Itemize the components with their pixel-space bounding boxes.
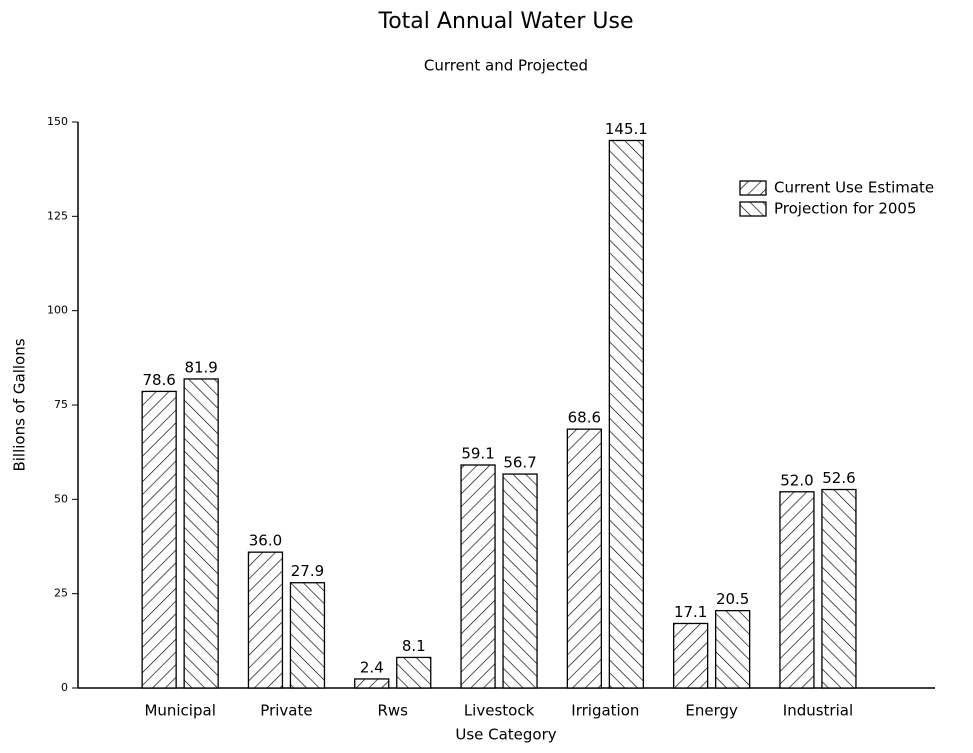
x-tick-label: Irrigation <box>571 702 639 720</box>
x-tick-label: Livestock <box>464 702 535 720</box>
y-axis-label: Billions of Gallons <box>11 338 29 471</box>
bar <box>247 551 284 689</box>
value-label: 17.1 <box>674 603 707 621</box>
bar <box>354 678 390 689</box>
y-tick-label: 50 <box>54 492 68 505</box>
chart-title: Total Annual Water Use <box>378 9 634 34</box>
x-tick-label: Rws <box>377 702 408 720</box>
x-tick-label: Energy <box>685 702 738 720</box>
y-tick-label: 25 <box>54 587 68 600</box>
value-label: 68.6 <box>568 409 601 427</box>
value-label: 20.5 <box>716 590 749 608</box>
bar <box>779 491 815 689</box>
value-label: 8.1 <box>402 637 426 655</box>
bar <box>460 464 496 689</box>
bar <box>715 609 751 689</box>
value-label: 145.1 <box>605 120 648 138</box>
bar <box>396 656 432 689</box>
y-tick-label: 125 <box>47 209 68 222</box>
bar <box>673 622 709 689</box>
value-label: 59.1 <box>461 444 494 462</box>
bar <box>141 390 177 689</box>
y-tick-label: 75 <box>54 398 68 411</box>
y-tick-label: 150 <box>47 115 68 128</box>
bar <box>289 582 326 689</box>
x-tick-label: Municipal <box>144 702 215 720</box>
y-tick-label: 0 <box>61 681 68 694</box>
value-label: 56.7 <box>503 454 536 472</box>
bar <box>821 488 857 689</box>
legend-swatch <box>739 201 767 217</box>
bar <box>502 473 538 689</box>
bar <box>608 139 644 689</box>
value-label: 2.4 <box>360 658 384 676</box>
value-label: 36.0 <box>249 532 282 550</box>
value-label: 52.0 <box>780 471 813 489</box>
x-tick-label: Industrial <box>783 702 853 720</box>
value-label: 52.6 <box>822 469 855 487</box>
value-label: 78.6 <box>142 371 175 389</box>
x-axis-label: Use Category <box>455 726 556 744</box>
y-tick-label: 100 <box>47 304 68 317</box>
bar <box>566 428 602 689</box>
legend-label: Projection for 2005 <box>774 200 917 218</box>
bar <box>183 378 219 689</box>
value-label: 81.9 <box>184 358 217 376</box>
legend-label: Current Use Estimate <box>774 179 934 197</box>
value-label: 27.9 <box>291 562 324 580</box>
chart-subtitle: Current and Projected <box>424 57 588 75</box>
x-tick-label: Private <box>260 702 312 720</box>
legend-swatch <box>739 180 767 196</box>
